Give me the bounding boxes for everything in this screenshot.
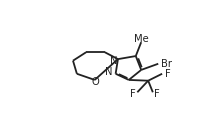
- Text: Br: Br: [161, 59, 172, 69]
- Text: F: F: [154, 89, 160, 99]
- Text: F: F: [165, 69, 171, 79]
- Text: Me: Me: [134, 35, 149, 44]
- Text: N: N: [105, 67, 113, 77]
- Text: O: O: [92, 77, 99, 87]
- Text: N: N: [110, 56, 118, 66]
- Text: F: F: [130, 89, 136, 99]
